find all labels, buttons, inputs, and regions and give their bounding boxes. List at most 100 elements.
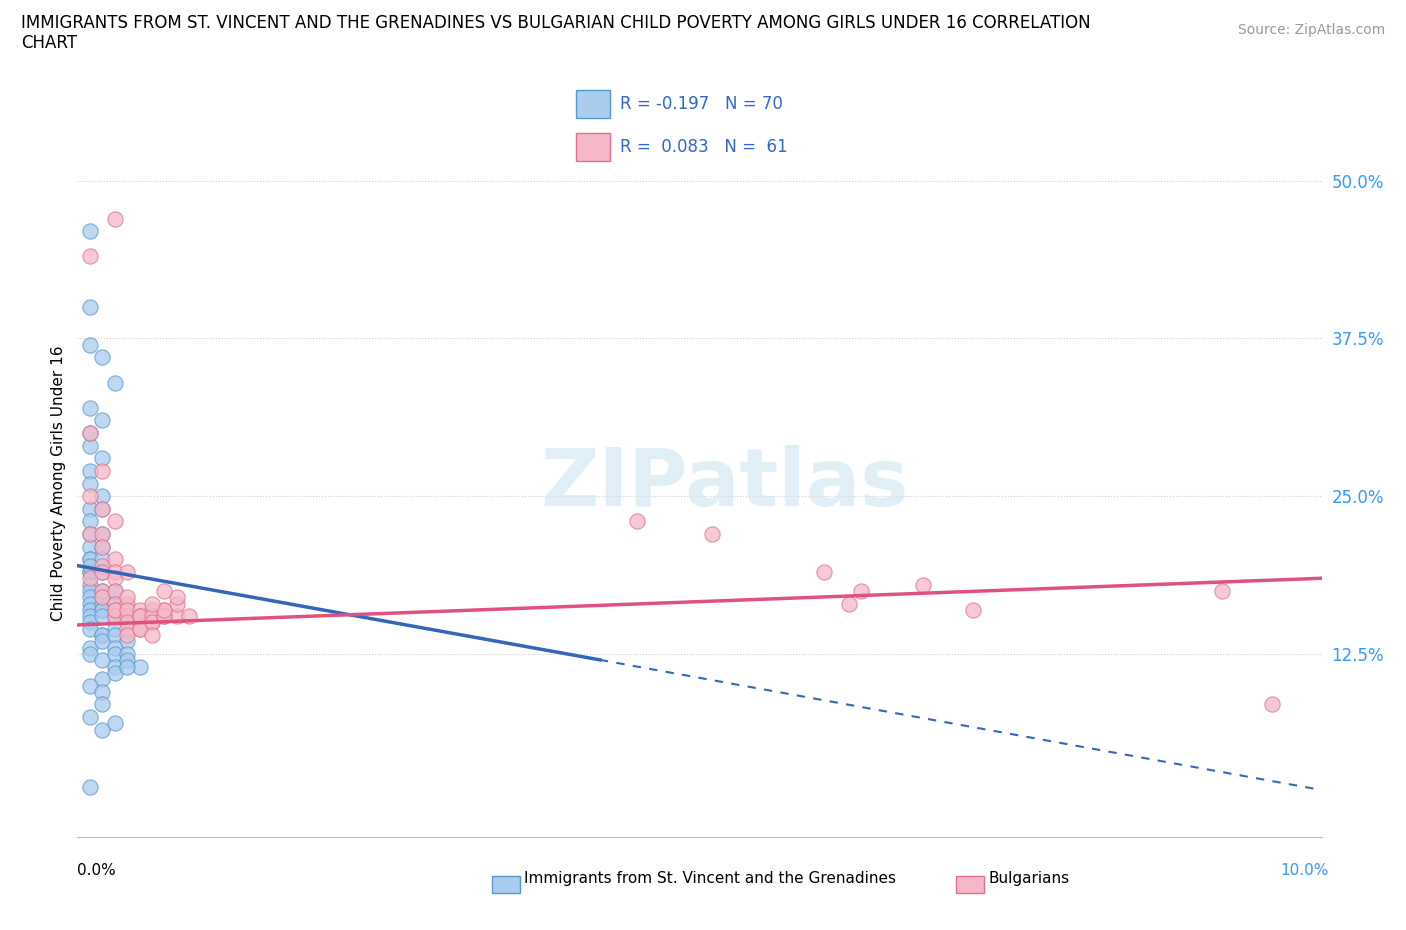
Point [91,501,114,516]
Point [104,609,127,624]
Point [104,551,127,566]
Point [79,640,101,655]
Point [141,615,163,630]
Point [104,603,127,618]
Point [104,211,127,226]
Point [813,565,835,579]
Point [91,603,114,618]
Text: Immigrants from St. Vincent and the Grenadines: Immigrants from St. Vincent and the Gren… [524,871,897,886]
Point [141,628,163,643]
Point [115,590,138,604]
Bar [576,133,610,161]
Point [153,609,176,624]
Point [79,514,101,529]
Point [91,628,114,643]
Point [79,565,101,579]
Point [79,299,101,314]
Point [79,551,101,566]
Point [104,603,127,618]
Point [91,350,114,365]
Point [1261,698,1284,712]
Text: 0.0%: 0.0% [77,863,117,878]
Point [166,590,188,604]
Point [141,596,163,611]
Point [91,565,114,579]
Point [128,609,150,624]
Point [104,640,127,655]
Bar [576,90,610,118]
Point [79,558,101,573]
Point [79,501,101,516]
Point [104,666,127,681]
Text: IMMIGRANTS FROM ST. VINCENT AND THE GRENADINES VS BULGARIAN CHILD POVERTY AMONG : IMMIGRANTS FROM ST. VINCENT AND THE GREN… [21,14,1091,32]
Point [79,596,101,611]
Point [115,634,138,649]
Point [91,684,114,699]
Point [838,596,860,611]
Text: Source: ZipAtlas.com: Source: ZipAtlas.com [1237,23,1385,37]
Point [79,615,101,630]
Point [115,596,138,611]
Point [91,558,114,573]
Point [91,628,114,643]
Point [79,678,101,693]
Point [115,565,138,579]
Point [91,539,114,554]
Point [79,621,101,636]
Point [128,603,150,618]
Point [104,571,127,586]
Point [128,659,150,674]
Point [79,571,101,586]
Point [79,710,101,724]
Point [128,621,150,636]
Point [91,634,114,649]
Point [91,671,114,686]
Point [79,476,101,491]
Point [91,653,114,668]
Point [851,583,873,598]
Point [79,609,101,624]
Point [115,603,138,618]
Point [79,489,101,504]
Point [91,609,114,624]
Point [91,539,114,554]
Point [79,426,101,441]
Point [91,565,114,579]
Point [91,596,114,611]
Point [91,723,114,737]
Text: 10.0%: 10.0% [1281,863,1329,878]
Point [79,401,101,416]
Point [79,224,101,239]
Point [1211,583,1233,598]
Point [79,779,101,794]
Point [91,413,114,428]
Point [104,659,127,674]
Point [104,609,127,624]
Point [79,565,101,579]
Point [128,609,150,624]
Point [115,615,138,630]
Point [91,590,114,604]
Point [115,609,138,624]
Point [104,646,127,661]
Point [79,590,101,604]
Point [79,646,101,661]
Point [79,551,101,566]
Point [128,621,150,636]
Point [141,615,163,630]
Point [91,551,114,566]
Point [104,565,127,579]
Point [104,621,127,636]
Point [91,451,114,466]
Point [115,646,138,661]
Point [700,526,723,541]
Point [153,609,176,624]
Point [79,438,101,453]
Point [79,539,101,554]
Point [79,526,101,541]
Point [115,621,138,636]
Point [115,609,138,624]
Text: CHART: CHART [21,34,77,52]
Point [153,603,176,618]
Point [91,526,114,541]
